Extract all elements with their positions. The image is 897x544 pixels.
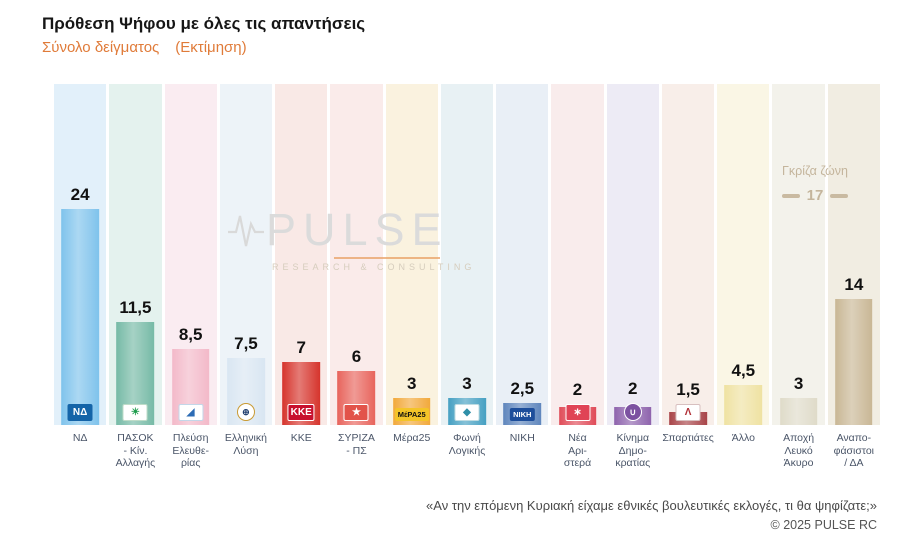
chart-column: 8,5 ◢ bbox=[164, 84, 217, 425]
bar-value-label: 24 bbox=[70, 185, 90, 204]
bar-value-label: 3 bbox=[793, 374, 804, 393]
chart-subtitle: Σύνολο δείγματος (Εκτίμηση) bbox=[42, 39, 247, 56]
category-label: Άλλο bbox=[731, 432, 755, 444]
party-logo: ∗ bbox=[565, 404, 591, 421]
bar-value-label: 2 bbox=[572, 380, 583, 399]
category-label: Νέα Αρι- στερά bbox=[563, 432, 592, 470]
grey-zone-label: Γκρίζα ζώνη bbox=[781, 164, 849, 178]
grey-zone-annotation: Γκρίζα ζώνη 17 bbox=[754, 164, 876, 204]
chart-column: 3 ΜέΡΑ25 bbox=[385, 84, 438, 425]
chart-columns: 24 ΝΔ 11,5 ☀ 8,5 ◢ 7,5 ⊕ 7 ΚΚΕ 6 ★ 3 ΜέΡΑ25 3 ◆ 2,5 ΝΙΚΗ 2… bbox=[54, 84, 880, 425]
category-label: Ελληνική Λύση bbox=[224, 432, 267, 457]
grey-zone-value-row: 17 bbox=[754, 187, 876, 204]
party-logo: ⊕ bbox=[236, 403, 255, 421]
category-label: Πλεύση Ελευθε- ρίας bbox=[172, 432, 210, 470]
chart-column: 7,5 ⊕ bbox=[219, 84, 273, 425]
chart-column: 2,5 ΝΙΚΗ bbox=[496, 84, 549, 425]
chart-column: 3 ◆ bbox=[440, 84, 494, 425]
bar-value-label: 2 bbox=[628, 379, 638, 398]
category-label: Φωνή Λογικής bbox=[448, 432, 486, 457]
category-label: Σπαρτιάτες bbox=[662, 432, 714, 444]
subtitle-sample-label: Σύνολο δείγματος bbox=[42, 39, 160, 56]
category-labels-row: ΝΔ ΠΑΣΟΚ - Κίν. Αλλαγής Πλεύση Ελευθε- ρία… bbox=[54, 425, 880, 470]
category-label: Μέρα25 bbox=[393, 432, 431, 444]
bar bbox=[116, 321, 155, 425]
chart-column: 4,5 bbox=[717, 84, 770, 425]
party-logo: Λ bbox=[675, 404, 701, 421]
party-logo: ∪ bbox=[623, 403, 642, 421]
chart-column: 1,5 Λ bbox=[661, 84, 715, 425]
subtitle-estimate-label: (Εκτίμηση) bbox=[175, 39, 247, 56]
page-title: Πρόθεση Ψήφου με όλες τις απαντήσεις bbox=[42, 14, 366, 33]
bar-value-label: 8,5 bbox=[178, 324, 203, 344]
chart-column: 24 ΝΔ bbox=[54, 84, 107, 425]
bar-value-label: 2,5 bbox=[510, 378, 535, 398]
party-logo: ΜέΡΑ25 bbox=[394, 408, 429, 421]
party-logo: ◢ bbox=[178, 404, 204, 421]
party-logo: ◆ bbox=[454, 404, 480, 421]
category-label: ΝΔ bbox=[72, 432, 88, 444]
category-label: ΝΙΚΗ bbox=[509, 432, 535, 444]
chart-column: 3 bbox=[772, 84, 825, 425]
chart-column: 2 ∗ bbox=[551, 84, 604, 425]
bar-value-label: 7,5 bbox=[234, 333, 258, 353]
chart-column: 6 ★ bbox=[330, 84, 383, 425]
bar-value-label: 11,5 bbox=[119, 297, 152, 317]
grey-zone-dash bbox=[781, 193, 800, 198]
copyright-text: © 2025 PULSE RC bbox=[770, 518, 877, 532]
category-label: ΠΑΣΟΚ - Κίν. Αλλαγής bbox=[115, 432, 156, 470]
grey-zone-value: 17 bbox=[806, 187, 824, 204]
bar-value-label: 14 bbox=[844, 275, 864, 294]
bar bbox=[779, 398, 818, 425]
bar bbox=[724, 384, 763, 425]
bar-value-label: 1,5 bbox=[676, 380, 700, 399]
category-label: Κίνημα Δημο- κρατίας bbox=[615, 432, 651, 470]
bar bbox=[61, 209, 99, 425]
grey-zone-dash bbox=[830, 193, 849, 198]
bar-value-label: 4,5 bbox=[731, 360, 756, 380]
survey-question-caption: «Αν την επόμενη Κυριακή είχαμε εθνικές β… bbox=[426, 498, 877, 513]
party-logo: ☀ bbox=[122, 404, 148, 421]
chart-column: 7 ΚΚΕ bbox=[275, 84, 328, 425]
party-logo: ★ bbox=[343, 404, 369, 421]
bar-value-label: 3 bbox=[462, 374, 472, 393]
chart-column: 2 ∪ bbox=[606, 84, 659, 425]
category-label: Αποχή Λευκό Άκυρο bbox=[783, 432, 815, 470]
category-label: Αναπο- φάσιστοι / ΔΑ bbox=[833, 432, 875, 470]
party-logo: ΚΚΕ bbox=[287, 404, 315, 421]
category-label: ΣΥΡΙΖΑ - ΠΣ bbox=[338, 432, 375, 457]
chart-column: 14 bbox=[827, 84, 880, 425]
chart-area: 24 ΝΔ 11,5 ☀ 8,5 ◢ 7,5 ⊕ 7 ΚΚΕ 6 ★ 3 ΜέΡΑ25 3 ◆ 2,5 ΝΙΚΗ 2… bbox=[54, 84, 880, 425]
bar bbox=[835, 299, 873, 425]
party-logo: ΝΔ bbox=[67, 404, 93, 421]
bar-value-label: 7 bbox=[296, 338, 306, 357]
chart-column: 11,5 ☀ bbox=[109, 84, 162, 425]
bar-value-label: 3 bbox=[406, 374, 417, 393]
category-label: ΚΚΕ bbox=[290, 432, 312, 444]
bar-value-label: 6 bbox=[351, 347, 362, 366]
party-logo: ΝΙΚΗ bbox=[510, 408, 535, 421]
